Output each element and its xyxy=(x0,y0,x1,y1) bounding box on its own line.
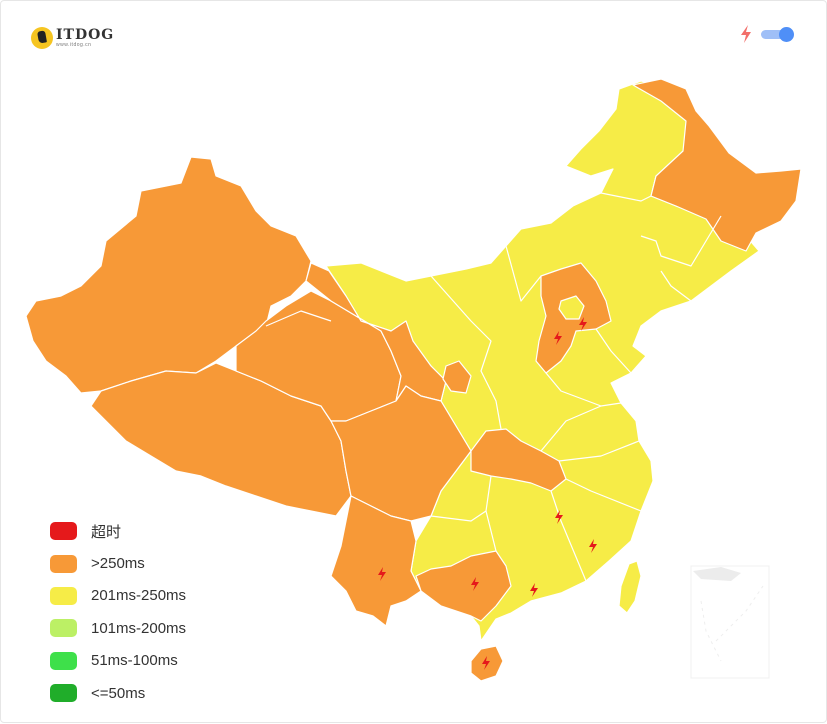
region-ningxia[interactable] xyxy=(442,360,472,394)
lightning-icon[interactable] xyxy=(471,577,479,591)
lightning-markers xyxy=(378,317,597,670)
legend-item-201-250[interactable]: 201ms-250ms xyxy=(50,580,186,612)
legend-label: 超时 xyxy=(91,523,122,541)
region-heilongjiang[interactable] xyxy=(632,78,802,252)
legend-label: 201ms-250ms xyxy=(91,587,187,605)
region-yunnan[interactable] xyxy=(330,495,422,627)
legend-item-timeout[interactable]: 超时 xyxy=(50,515,186,547)
region-beijing[interactable] xyxy=(558,295,585,320)
logo-text: ITDOG xyxy=(56,27,115,43)
legend-label: >250ms xyxy=(91,555,145,573)
legend-label: 101ms-200ms xyxy=(91,619,187,637)
toggle-knob xyxy=(779,27,794,42)
logo-subtext: www.itdog.cn xyxy=(56,42,92,48)
toggle-switch[interactable] xyxy=(761,27,795,42)
south-china-sea-inset xyxy=(690,565,770,679)
legend-swatch xyxy=(50,651,77,670)
region-guangxi[interactable] xyxy=(415,550,512,622)
region-gansu[interactable] xyxy=(305,262,447,402)
lightning-icon[interactable] xyxy=(554,331,562,345)
region-taiwan[interactable] xyxy=(618,560,642,614)
itdog-logo: ITDOG www.itdog.cn xyxy=(31,27,114,49)
lightning-icon[interactable] xyxy=(482,656,490,670)
latency-legend: 超时 >250ms 201ms-250ms 101ms-200ms 51ms-1… xyxy=(50,515,186,709)
legend-label: 51ms-100ms xyxy=(91,652,178,670)
legend-item-le-50[interactable]: <=50ms xyxy=(50,677,186,709)
legend-swatch xyxy=(50,586,77,605)
lightning-icon xyxy=(741,25,751,43)
legend-swatch xyxy=(50,554,77,573)
legend-label: <=50ms xyxy=(91,684,146,702)
toggle-track xyxy=(761,30,793,39)
legend-item-51-100[interactable]: 51ms-100ms xyxy=(50,645,186,677)
isp-toggle-group xyxy=(739,24,795,44)
legend-swatch xyxy=(50,522,77,541)
itdog-logo-icon xyxy=(31,27,53,49)
lightning-icon[interactable] xyxy=(555,510,563,524)
legend-swatch xyxy=(50,684,77,703)
legend-swatch xyxy=(50,619,77,638)
lightning-icon[interactable] xyxy=(579,317,587,331)
lightning-icon[interactable] xyxy=(530,583,538,597)
lightning-icon[interactable] xyxy=(378,567,386,581)
lightning-icon[interactable] xyxy=(589,539,597,553)
legend-item-101-200[interactable]: 101ms-200ms xyxy=(50,612,186,644)
legend-item-over-250[interactable]: >250ms xyxy=(50,547,186,579)
